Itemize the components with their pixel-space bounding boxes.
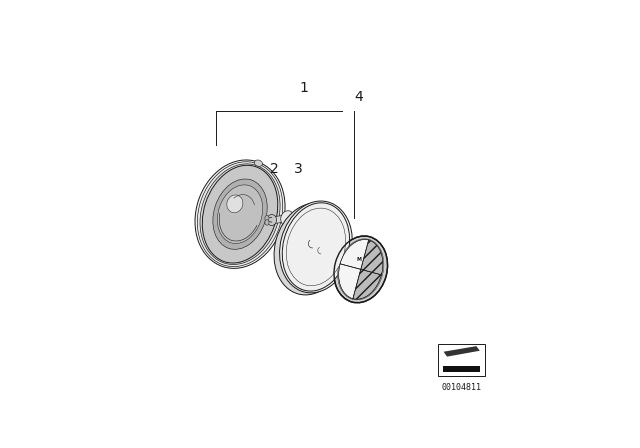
- Text: 4: 4: [355, 90, 364, 104]
- Text: 3: 3: [294, 162, 303, 176]
- Polygon shape: [275, 215, 285, 224]
- Ellipse shape: [274, 203, 347, 295]
- Polygon shape: [353, 269, 381, 299]
- Ellipse shape: [254, 160, 262, 166]
- Text: M: M: [356, 257, 362, 262]
- Ellipse shape: [200, 164, 280, 264]
- Polygon shape: [339, 264, 361, 299]
- Ellipse shape: [281, 211, 294, 227]
- Ellipse shape: [265, 220, 269, 225]
- Ellipse shape: [280, 201, 352, 293]
- Ellipse shape: [338, 239, 384, 300]
- Ellipse shape: [276, 203, 347, 294]
- Bar: [442, 366, 481, 372]
- Ellipse shape: [195, 160, 285, 268]
- Ellipse shape: [265, 215, 269, 221]
- Text: 2: 2: [270, 162, 279, 176]
- Text: 1: 1: [300, 81, 308, 95]
- Polygon shape: [444, 346, 480, 357]
- Ellipse shape: [213, 179, 268, 250]
- Ellipse shape: [286, 208, 346, 286]
- Polygon shape: [340, 240, 369, 269]
- Ellipse shape: [267, 215, 276, 225]
- Ellipse shape: [282, 203, 349, 291]
- Ellipse shape: [227, 195, 243, 213]
- Ellipse shape: [334, 236, 388, 303]
- Bar: [438, 344, 485, 376]
- Ellipse shape: [197, 162, 283, 267]
- Ellipse shape: [218, 185, 262, 244]
- Text: 00104811: 00104811: [442, 383, 482, 392]
- Polygon shape: [361, 240, 383, 275]
- Ellipse shape: [202, 165, 278, 263]
